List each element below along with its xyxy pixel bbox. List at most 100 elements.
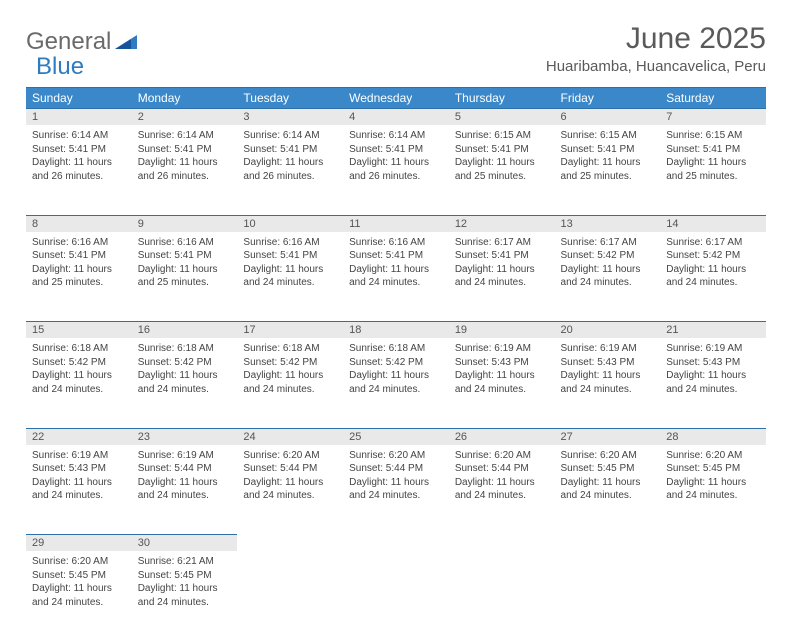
day-info: Sunrise: 6:19 AMSunset: 5:43 PMDaylight:… <box>449 338 555 402</box>
day-data-cell: Sunrise: 6:20 AMSunset: 5:44 PMDaylight:… <box>449 445 555 535</box>
day-data-cell: Sunrise: 6:19 AMSunset: 5:43 PMDaylight:… <box>555 338 661 428</box>
day-number: 15 <box>26 322 132 338</box>
day-number-cell: 16 <box>132 322 238 339</box>
day-number: 13 <box>555 216 661 232</box>
day-info: Sunrise: 6:17 AMSunset: 5:42 PMDaylight:… <box>555 232 661 296</box>
day-info: Sunrise: 6:14 AMSunset: 5:41 PMDaylight:… <box>343 125 449 189</box>
day-data-cell: Sunrise: 6:20 AMSunset: 5:45 PMDaylight:… <box>26 551 132 641</box>
day-number-cell: 8 <box>26 215 132 232</box>
day-data-cell: Sunrise: 6:14 AMSunset: 5:41 PMDaylight:… <box>343 125 449 215</box>
day-data-cell: Sunrise: 6:15 AMSunset: 5:41 PMDaylight:… <box>555 125 661 215</box>
day-number-cell <box>555 535 661 552</box>
day-number: 30 <box>132 535 238 551</box>
day-info: Sunrise: 6:18 AMSunset: 5:42 PMDaylight:… <box>132 338 238 402</box>
day-data-cell: Sunrise: 6:19 AMSunset: 5:44 PMDaylight:… <box>132 445 238 535</box>
day-info: Sunrise: 6:18 AMSunset: 5:42 PMDaylight:… <box>237 338 343 402</box>
day-number-cell: 17 <box>237 322 343 339</box>
day-number: 21 <box>660 322 766 338</box>
day-info: Sunrise: 6:19 AMSunset: 5:43 PMDaylight:… <box>660 338 766 402</box>
day-data-cell: Sunrise: 6:14 AMSunset: 5:41 PMDaylight:… <box>132 125 238 215</box>
day-number: 6 <box>555 109 661 125</box>
day-data-cell: Sunrise: 6:20 AMSunset: 5:45 PMDaylight:… <box>555 445 661 535</box>
week-number-row: 891011121314 <box>26 215 766 232</box>
day-data-cell: Sunrise: 6:16 AMSunset: 5:41 PMDaylight:… <box>26 232 132 322</box>
day-data-cell: Sunrise: 6:14 AMSunset: 5:41 PMDaylight:… <box>237 125 343 215</box>
day-number-cell: 21 <box>660 322 766 339</box>
week-data-row: Sunrise: 6:20 AMSunset: 5:45 PMDaylight:… <box>26 551 766 641</box>
day-info: Sunrise: 6:16 AMSunset: 5:41 PMDaylight:… <box>237 232 343 296</box>
day-header: Thursday <box>449 88 555 109</box>
day-number-cell: 2 <box>132 109 238 126</box>
day-number: 19 <box>449 322 555 338</box>
day-number-cell: 7 <box>660 109 766 126</box>
day-data-cell: Sunrise: 6:18 AMSunset: 5:42 PMDaylight:… <box>237 338 343 428</box>
day-data-cell: Sunrise: 6:20 AMSunset: 5:44 PMDaylight:… <box>237 445 343 535</box>
day-data-cell: Sunrise: 6:20 AMSunset: 5:45 PMDaylight:… <box>660 445 766 535</box>
day-number: 17 <box>237 322 343 338</box>
day-info: Sunrise: 6:20 AMSunset: 5:45 PMDaylight:… <box>555 445 661 509</box>
day-number: 24 <box>237 429 343 445</box>
day-info: Sunrise: 6:20 AMSunset: 5:44 PMDaylight:… <box>237 445 343 509</box>
day-info: Sunrise: 6:20 AMSunset: 5:45 PMDaylight:… <box>26 551 132 615</box>
day-number-cell: 9 <box>132 215 238 232</box>
day-data-cell: Sunrise: 6:18 AMSunset: 5:42 PMDaylight:… <box>132 338 238 428</box>
day-number-cell <box>237 535 343 552</box>
day-data-cell: Sunrise: 6:16 AMSunset: 5:41 PMDaylight:… <box>343 232 449 322</box>
day-header-row: Sunday Monday Tuesday Wednesday Thursday… <box>26 88 766 109</box>
day-number: 9 <box>132 216 238 232</box>
day-number-cell <box>343 535 449 552</box>
day-data-cell: Sunrise: 6:19 AMSunset: 5:43 PMDaylight:… <box>660 338 766 428</box>
day-number: 28 <box>660 429 766 445</box>
day-info: Sunrise: 6:16 AMSunset: 5:41 PMDaylight:… <box>343 232 449 296</box>
day-number-cell: 5 <box>449 109 555 126</box>
day-number: 27 <box>555 429 661 445</box>
day-number: 11 <box>343 216 449 232</box>
brand-part1: General <box>26 28 111 56</box>
day-number: 26 <box>449 429 555 445</box>
day-data-cell: Sunrise: 6:15 AMSunset: 5:41 PMDaylight:… <box>449 125 555 215</box>
brand-part2: Blue <box>36 53 84 80</box>
day-number-cell: 10 <box>237 215 343 232</box>
day-number-cell: 4 <box>343 109 449 126</box>
day-info: Sunrise: 6:15 AMSunset: 5:41 PMDaylight:… <box>555 125 661 189</box>
week-data-row: Sunrise: 6:19 AMSunset: 5:43 PMDaylight:… <box>26 445 766 535</box>
day-data-cell <box>660 551 766 641</box>
day-info: Sunrise: 6:15 AMSunset: 5:41 PMDaylight:… <box>660 125 766 189</box>
day-data-cell <box>449 551 555 641</box>
day-info: Sunrise: 6:20 AMSunset: 5:44 PMDaylight:… <box>343 445 449 509</box>
day-number-cell: 22 <box>26 428 132 445</box>
day-data-cell: Sunrise: 6:18 AMSunset: 5:42 PMDaylight:… <box>26 338 132 428</box>
day-info: Sunrise: 6:17 AMSunset: 5:41 PMDaylight:… <box>449 232 555 296</box>
day-number-cell: 3 <box>237 109 343 126</box>
week-number-row: 1234567 <box>26 109 766 126</box>
day-number-cell: 29 <box>26 535 132 552</box>
day-number-cell: 18 <box>343 322 449 339</box>
brand-logo: General <box>26 22 137 56</box>
day-number: 1 <box>26 109 132 125</box>
day-info: Sunrise: 6:16 AMSunset: 5:41 PMDaylight:… <box>132 232 238 296</box>
day-data-cell: Sunrise: 6:18 AMSunset: 5:42 PMDaylight:… <box>343 338 449 428</box>
day-number: 2 <box>132 109 238 125</box>
day-header: Friday <box>555 88 661 109</box>
day-number: 22 <box>26 429 132 445</box>
week-data-row: Sunrise: 6:18 AMSunset: 5:42 PMDaylight:… <box>26 338 766 428</box>
month-title: June 2025 <box>546 22 766 56</box>
day-info: Sunrise: 6:14 AMSunset: 5:41 PMDaylight:… <box>132 125 238 189</box>
day-data-cell: Sunrise: 6:16 AMSunset: 5:41 PMDaylight:… <box>132 232 238 322</box>
day-number-cell: 14 <box>660 215 766 232</box>
day-number-cell: 25 <box>343 428 449 445</box>
day-number-cell: 15 <box>26 322 132 339</box>
day-info: Sunrise: 6:19 AMSunset: 5:43 PMDaylight:… <box>555 338 661 402</box>
day-number: 25 <box>343 429 449 445</box>
day-info: Sunrise: 6:16 AMSunset: 5:41 PMDaylight:… <box>26 232 132 296</box>
calendar-body: 1234567Sunrise: 6:14 AMSunset: 5:41 PMDa… <box>26 109 766 641</box>
day-info: Sunrise: 6:17 AMSunset: 5:42 PMDaylight:… <box>660 232 766 296</box>
day-data-cell: Sunrise: 6:20 AMSunset: 5:44 PMDaylight:… <box>343 445 449 535</box>
day-info: Sunrise: 6:18 AMSunset: 5:42 PMDaylight:… <box>343 338 449 402</box>
day-data-cell: Sunrise: 6:19 AMSunset: 5:43 PMDaylight:… <box>449 338 555 428</box>
day-number-cell: 12 <box>449 215 555 232</box>
day-number: 16 <box>132 322 238 338</box>
day-number-cell: 26 <box>449 428 555 445</box>
day-number-cell: 30 <box>132 535 238 552</box>
day-info: Sunrise: 6:20 AMSunset: 5:44 PMDaylight:… <box>449 445 555 509</box>
